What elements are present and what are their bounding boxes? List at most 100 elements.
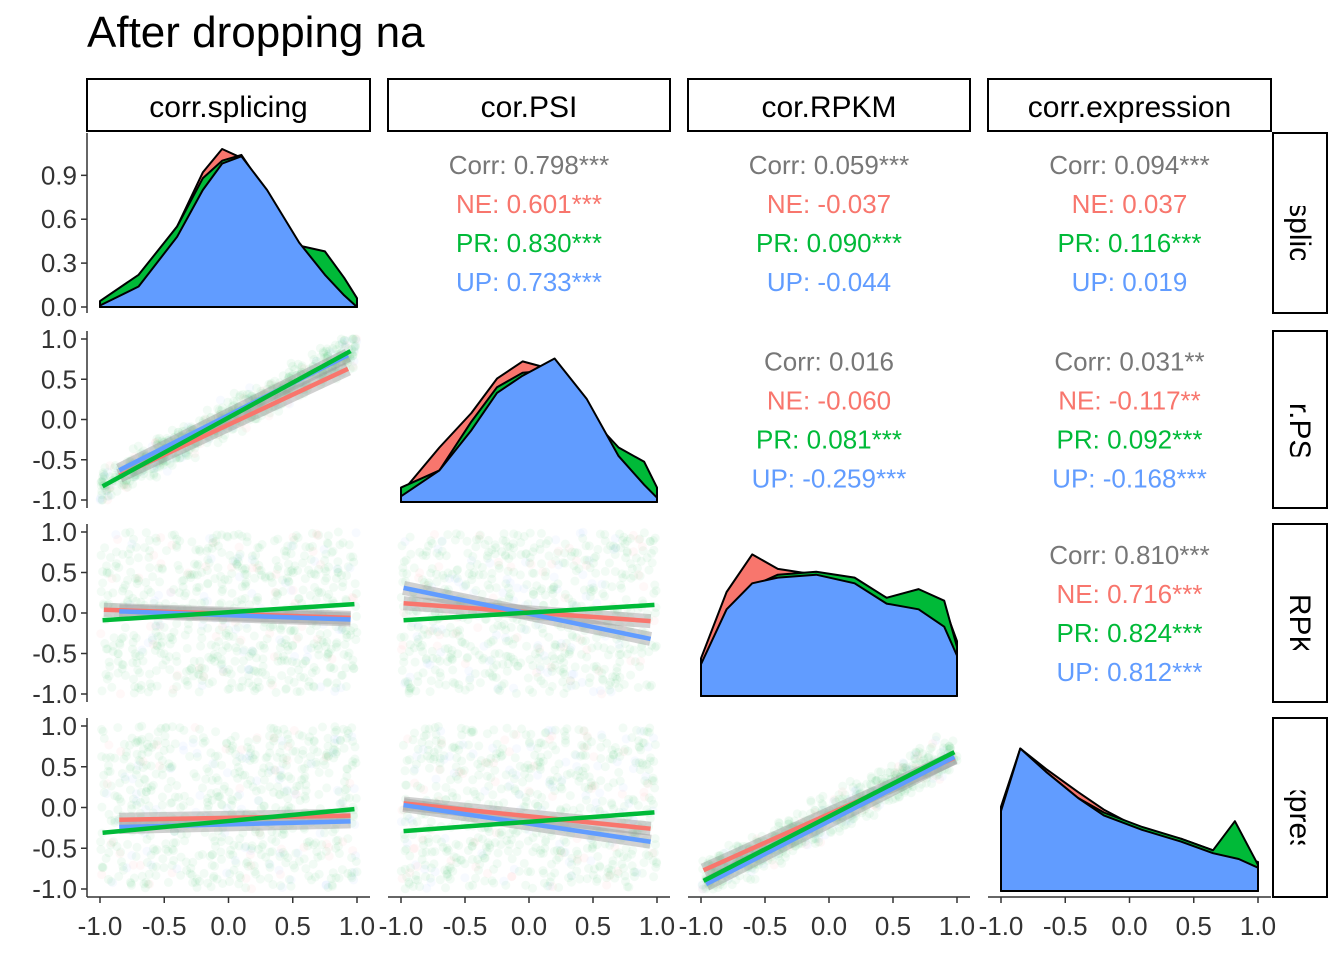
scatter-point (331, 683, 341, 693)
scatter-point (565, 791, 575, 801)
corr-label-ne: NE: -0.060 (767, 386, 891, 416)
scatter-point (203, 543, 213, 553)
scatter-point (586, 856, 596, 866)
scatter-point (179, 745, 189, 755)
scatter-point (297, 622, 307, 631)
scatter-point (651, 840, 660, 850)
scatter-point (241, 754, 251, 763)
corr-label-corr: Corr: 0.059*** (749, 150, 909, 180)
scatter-point (501, 536, 511, 546)
scatter-point (549, 597, 559, 607)
scatter-point (524, 786, 534, 796)
scatter-point (177, 453, 187, 463)
scatter-point (322, 367, 332, 377)
scatter-point (128, 658, 138, 668)
y-tick-label: -0.5 (32, 833, 77, 863)
corr-panel-corr.splicing-cor.PSI: Corr: 0.798*** NE: 0.601*** PR: 0.830*** UP… (449, 150, 609, 297)
scatter-point (468, 749, 478, 759)
scatter-point (197, 567, 207, 577)
scatter-point (453, 626, 463, 636)
corr-panel-corr.splicing-corr.expression: Corr: 0.094*** NE: 0.037 PR: 0.116*** UP: 0… (1049, 150, 1209, 297)
scatter-point (245, 665, 255, 675)
scatter-point (253, 592, 263, 602)
scatter-point (123, 596, 133, 606)
scatter-point (151, 621, 161, 630)
scatter-point (163, 877, 173, 887)
scatter-point (314, 789, 324, 799)
scatter-point (112, 842, 122, 851)
density-corr.expression (1000, 747, 1259, 892)
scatter-point (313, 606, 323, 616)
scatter-point (100, 463, 110, 473)
scatter-point (333, 527, 343, 537)
scatter-point (484, 781, 494, 791)
scatter-point (451, 839, 461, 849)
scatter-point (487, 574, 497, 584)
scatter-point (248, 647, 258, 657)
scatter-point (323, 741, 333, 751)
scatter-point (284, 801, 293, 811)
scatter-point (410, 657, 420, 667)
scatter-point (602, 738, 612, 748)
scatter-point (113, 723, 123, 733)
scatter-point (173, 560, 183, 570)
scatter-point (181, 451, 191, 461)
scatter-point (171, 541, 181, 550)
scatter-point (651, 862, 661, 872)
scatter-point (432, 654, 442, 664)
scatter-point (216, 406, 226, 416)
scatter-point (464, 666, 474, 676)
scatter-point (491, 630, 501, 640)
scatter-point (279, 787, 289, 797)
scatter-point (97, 686, 107, 696)
scatter-point (153, 641, 162, 651)
scatter-point (272, 752, 282, 762)
scatter-point (151, 438, 161, 448)
scatter-point (457, 756, 467, 766)
scatter-point (727, 880, 737, 890)
scatter-point (588, 558, 598, 568)
scatter-point (332, 638, 342, 648)
scatter-point (165, 458, 175, 468)
scatter-point (103, 600, 112, 610)
scatter-point (259, 643, 269, 653)
scatter-point (97, 495, 107, 505)
scatter-point (463, 652, 473, 662)
scatter-point (180, 447, 190, 457)
scatter-point (195, 790, 205, 800)
scatter-point (623, 746, 633, 756)
scatter-point (323, 351, 333, 361)
scatter-point (136, 448, 146, 458)
scatter-point (315, 828, 325, 838)
scatter-point (342, 764, 352, 774)
corr-label-ne: NE: 0.037 (1072, 189, 1188, 219)
scatter-point (113, 535, 123, 544)
scatter-point (232, 559, 242, 569)
scatter-point (519, 858, 529, 868)
scatter-point (577, 650, 586, 659)
scatter-point (486, 655, 496, 665)
scatter-point (483, 553, 492, 563)
scatter-point (202, 438, 212, 448)
scatter-point (603, 650, 613, 660)
scatter-point (108, 588, 118, 598)
scatter-point (335, 736, 345, 745)
y-tick-label: 0.0 (41, 405, 77, 435)
scatter-point (139, 446, 149, 456)
scatter-point (290, 561, 300, 571)
scatter-point (498, 744, 508, 754)
scatter-point (157, 436, 167, 446)
scatter-point (522, 641, 532, 651)
y-tick-label: 0.9 (41, 160, 77, 190)
scatter-point (128, 637, 138, 647)
scatter-point (128, 472, 138, 482)
scatter-point (650, 580, 660, 590)
scatter-point (157, 637, 167, 647)
chart-title: After dropping na (87, 8, 425, 57)
scatter-point (162, 456, 172, 466)
x-tick-label: 1.0 (939, 911, 975, 941)
scatter-point (288, 585, 298, 595)
scatter-point (351, 793, 361, 803)
scatter-point (644, 851, 654, 861)
scatter-point (284, 367, 294, 377)
